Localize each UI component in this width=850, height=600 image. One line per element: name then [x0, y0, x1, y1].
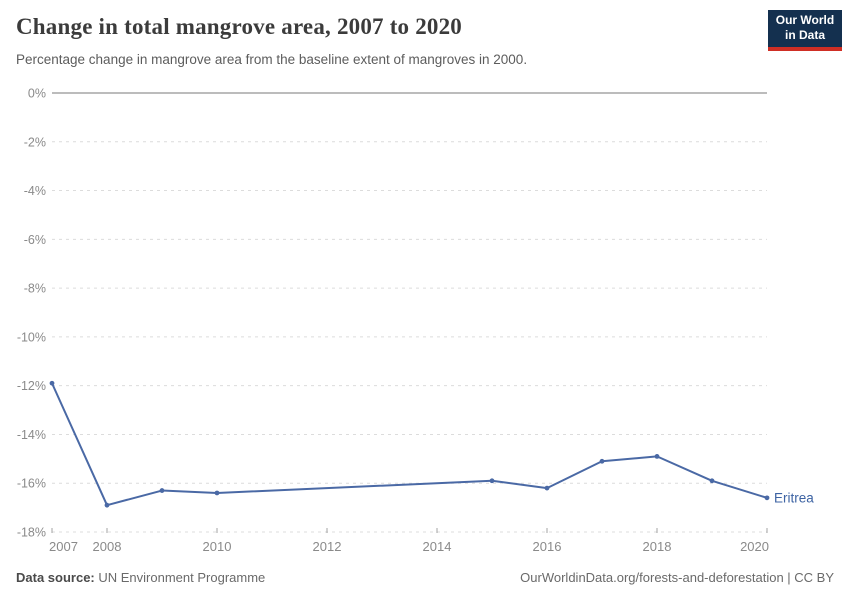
page-title: Change in total mangrove area, 2007 to 2…: [16, 14, 463, 39]
data-point-marker[interactable]: [599, 458, 605, 464]
y-tick-label: -14%: [17, 428, 46, 442]
x-tick-label: 2016: [533, 539, 562, 554]
data-point-marker[interactable]: [159, 488, 165, 493]
x-tick-label: 2007: [49, 539, 78, 554]
y-tick-label: -10%: [17, 330, 46, 344]
data-point-marker[interactable]: [654, 453, 660, 459]
owid-logo-line1: Our World: [775, 13, 835, 27]
data-point-marker[interactable]: [104, 502, 110, 508]
x-tick-label: 2020: [740, 539, 769, 554]
y-tick-label: -18%: [17, 526, 46, 540]
x-tick-label: 2014: [423, 539, 452, 554]
owid-logo[interactable]: Our World in Data: [768, 10, 842, 51]
y-tick-label: -2%: [24, 135, 46, 149]
series-end-label: Eritrea: [774, 490, 814, 505]
x-tick-label: 2012: [313, 539, 342, 554]
series-line-eritrea[interactable]: [51, 382, 768, 507]
data-point-marker[interactable]: [764, 495, 770, 501]
data-source-value: UN Environment Programme: [98, 570, 266, 585]
y-tick-label: -12%: [17, 379, 46, 393]
data-point-marker[interactable]: [709, 478, 715, 484]
license-link[interactable]: OurWorldinData.org/forests-and-deforesta…: [520, 570, 834, 585]
y-tick-label: -4%: [24, 184, 46, 198]
data-point-marker[interactable]: [544, 485, 550, 491]
data-source-label: Data source:: [16, 570, 95, 585]
y-tick-label: -8%: [24, 282, 46, 296]
x-tick-label: 2008: [93, 539, 122, 554]
x-tick-label: 2018: [643, 539, 672, 554]
data-point-marker[interactable]: [489, 478, 495, 484]
data-point-marker[interactable]: [214, 490, 220, 496]
data-point-marker[interactable]: [49, 380, 55, 386]
y-tick-label: 0%: [28, 87, 46, 101]
data-source: Data source: UN Environment Programme: [16, 570, 265, 585]
y-tick-label: -16%: [17, 477, 46, 491]
x-tick-label: 2010: [203, 539, 232, 554]
owid-logo-line2: in Data: [784, 28, 825, 42]
chart-subtitle: Percentage change in mangrove area from …: [16, 52, 528, 67]
y-tick-label: -6%: [24, 233, 46, 247]
